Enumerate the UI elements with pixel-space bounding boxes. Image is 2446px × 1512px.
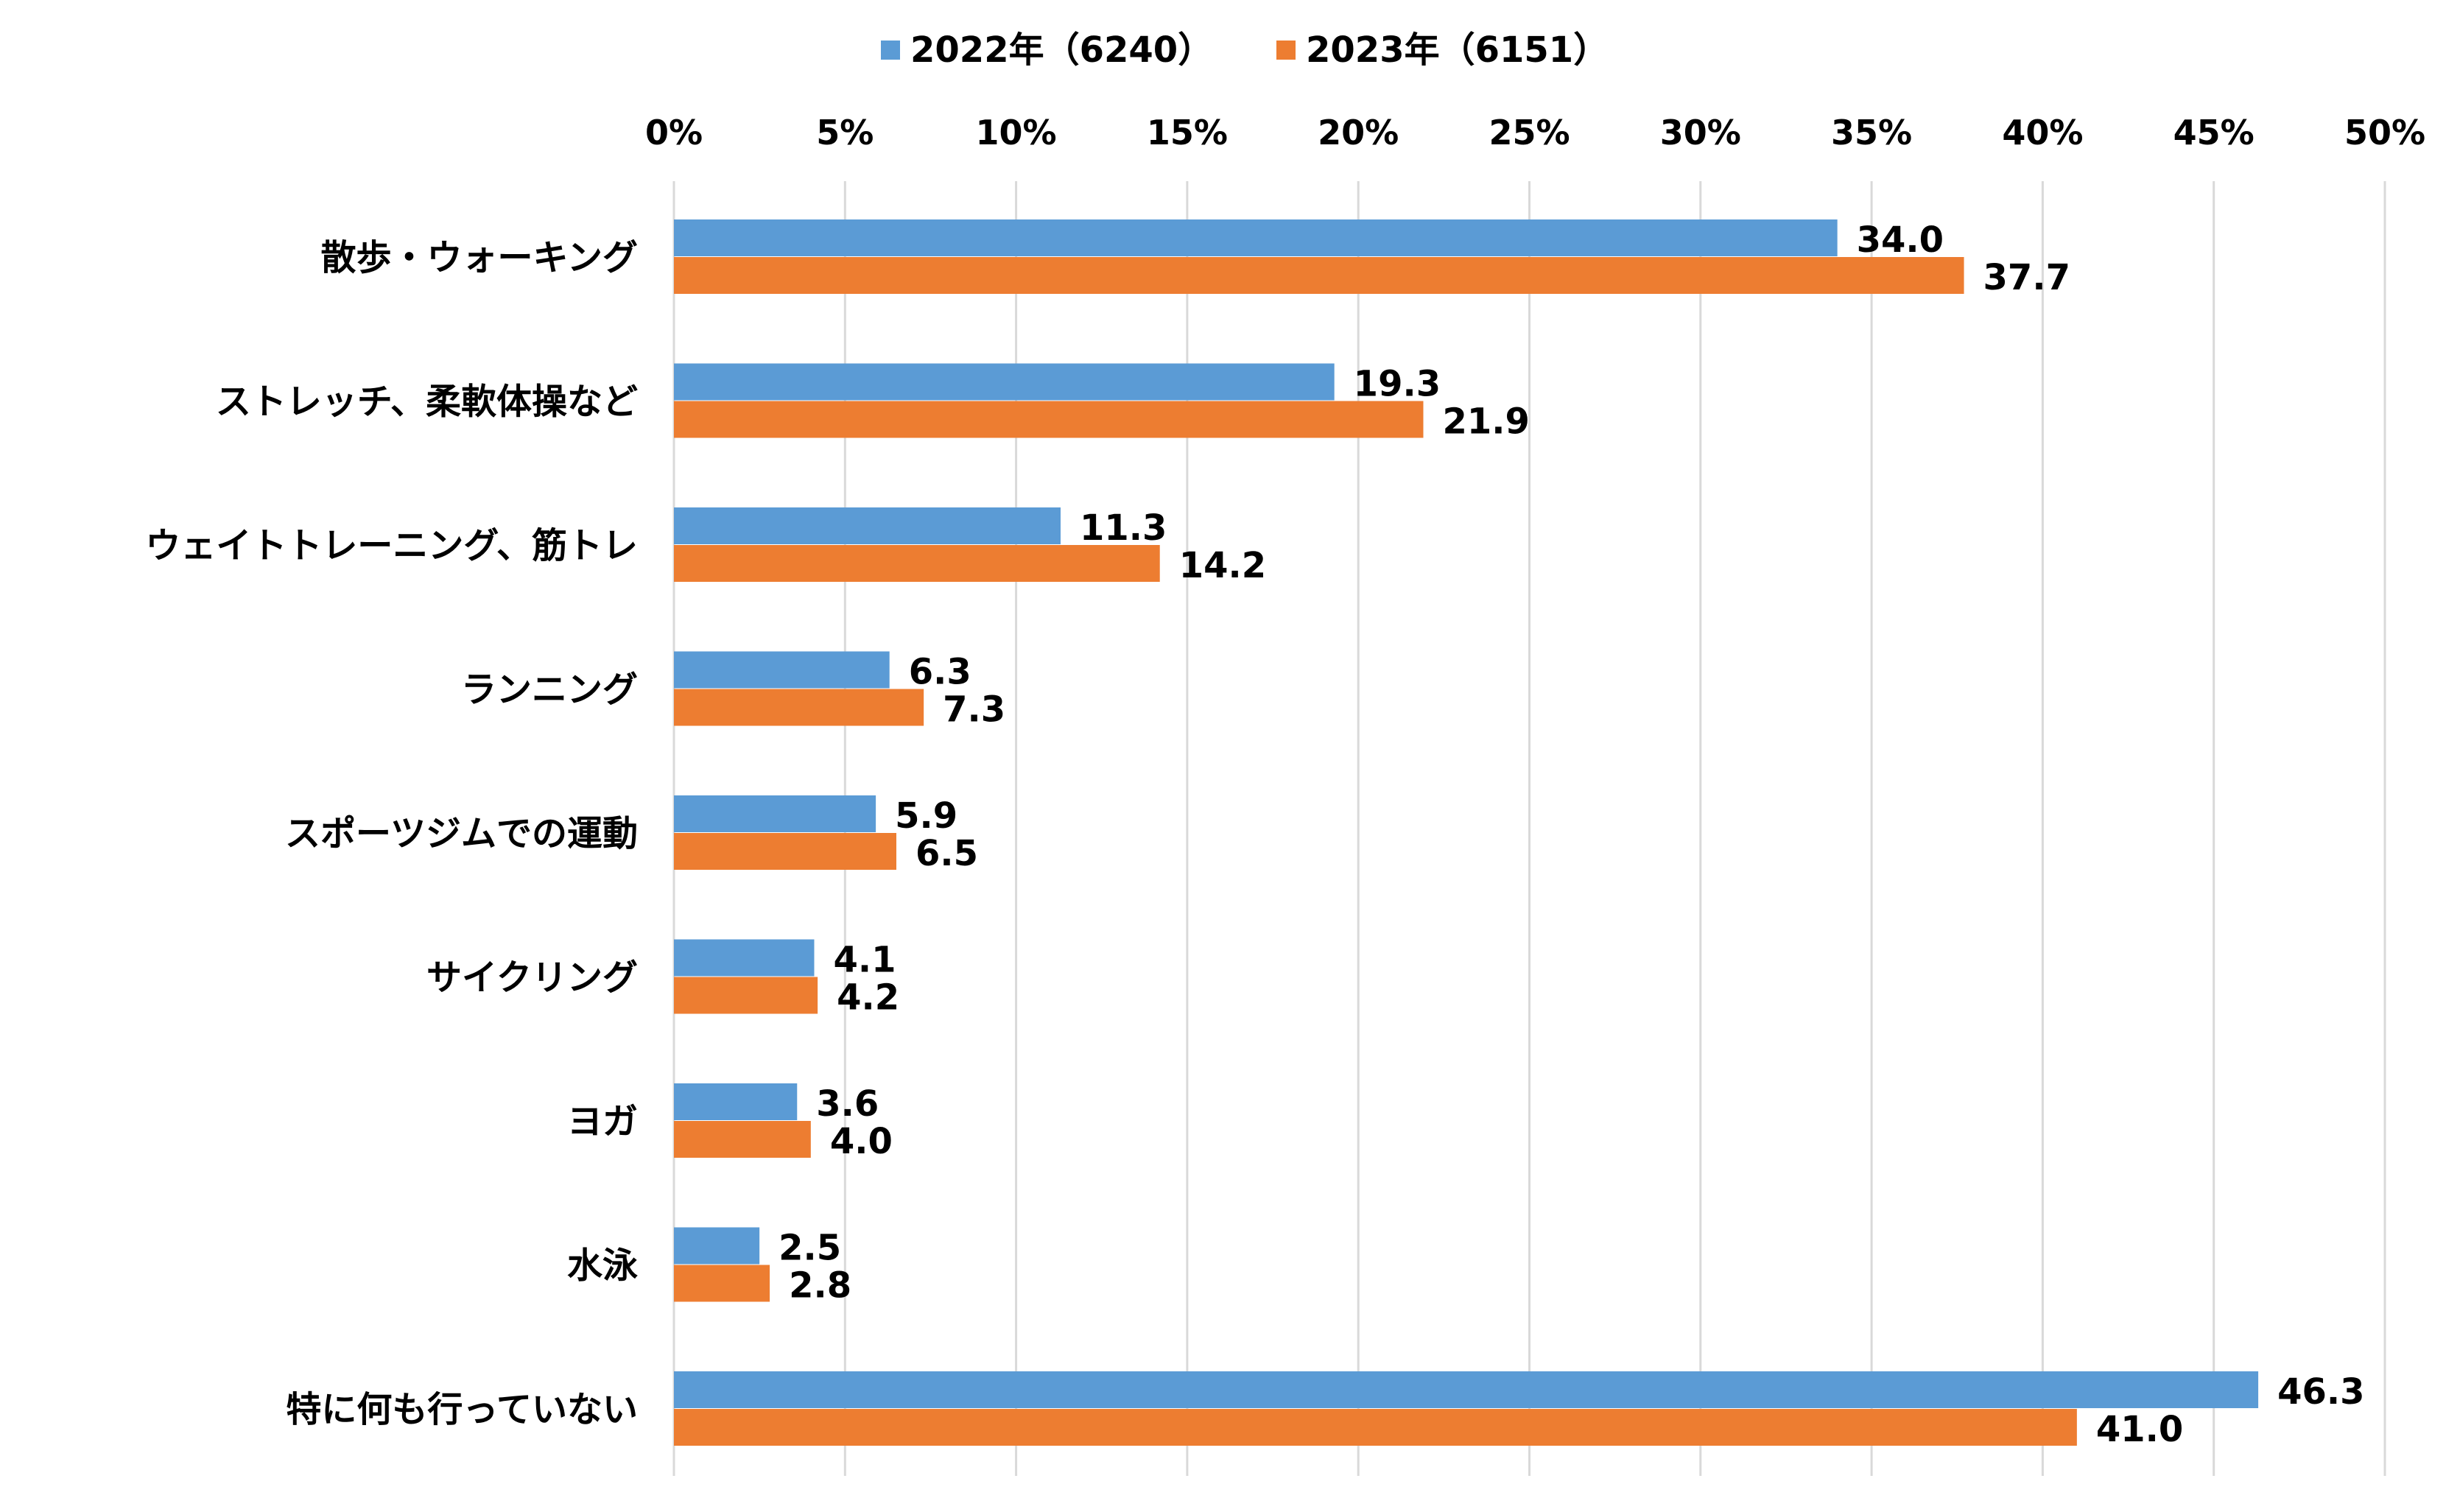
legend-swatch: [881, 41, 900, 60]
bar: [674, 977, 818, 1014]
bar: [674, 401, 1424, 438]
data-label: 4.2: [837, 977, 899, 1019]
legend-label: 2023年（6151）: [1306, 29, 1609, 71]
bar: [674, 1227, 760, 1265]
data-label: 41.0: [2096, 1409, 2183, 1450]
data-labels: 34.037.719.321.911.314.26.37.35.96.54.14…: [779, 219, 2364, 1450]
legend: 2022年（6240） 2023年（6151）: [881, 29, 1609, 71]
x-tick-label: 15%: [1147, 113, 1228, 152]
data-label: 2.5: [779, 1228, 841, 1269]
category-label: 水泳: [567, 1245, 638, 1287]
bar: [674, 1265, 770, 1302]
bar: [674, 257, 1964, 294]
bar: [674, 1083, 798, 1120]
bar: [674, 1409, 2077, 1446]
x-tick-label: 30%: [1660, 113, 1741, 152]
x-tick-label: 50%: [2344, 113, 2425, 152]
data-label: 4.1: [833, 940, 896, 981]
data-label: 6.5: [916, 833, 978, 874]
bar: [674, 939, 815, 977]
bar: [674, 795, 876, 832]
data-label: 34.0: [1857, 219, 1944, 261]
data-label: 11.3: [1080, 507, 1167, 549]
category-label: 特に何も行っていない: [286, 1389, 638, 1430]
bar: [674, 507, 1061, 544]
category-label: ヨガ: [567, 1101, 638, 1142]
category-label: ストレッチ、柔軟体操など: [216, 381, 638, 423]
category-label: 散歩・ウォーキング: [320, 237, 638, 278]
data-label: 19.3: [1354, 364, 1441, 405]
category-label: ランニング: [461, 669, 638, 711]
data-label: 3.6: [816, 1083, 879, 1125]
legend-label: 2022年（6240）: [910, 29, 1213, 71]
data-label: 21.9: [1442, 401, 1529, 443]
bar: [674, 689, 924, 726]
category-labels: 散歩・ウォーキングストレッチ、柔軟体操などウェイトトレーニング、筋トレランニング…: [145, 237, 638, 1430]
legend-swatch: [1276, 41, 1296, 60]
category-label: スポーツジムでの運動: [285, 813, 638, 854]
category-label: サイクリング: [426, 957, 638, 999]
bar: [674, 219, 1838, 256]
data-label: 14.2: [1179, 545, 1266, 586]
x-tick-label: 20%: [1318, 113, 1399, 152]
x-tick-label: 40%: [2002, 113, 2083, 152]
bars: [674, 219, 2259, 1446]
x-tick-label: 35%: [1831, 113, 1912, 152]
x-tick-label: 5%: [816, 113, 874, 152]
x-tick-label: 0%: [645, 113, 703, 152]
bar: [674, 1371, 2259, 1408]
data-label: 5.9: [895, 795, 957, 837]
data-label: 46.3: [2277, 1371, 2364, 1413]
x-tick-label: 25%: [1489, 113, 1570, 152]
bar: [674, 833, 896, 870]
bar: [674, 1121, 811, 1158]
bar: [674, 545, 1160, 582]
data-label: 6.3: [909, 652, 971, 693]
data-label: 2.8: [789, 1265, 851, 1307]
x-tick-label: 10%: [976, 113, 1057, 152]
x-tick-label: 45%: [2173, 113, 2255, 152]
category-label: ウェイトトレーニング、筋トレ: [145, 525, 638, 566]
data-label: 7.3: [943, 689, 1005, 731]
data-label: 37.7: [1983, 257, 2070, 298]
data-label: 4.0: [830, 1121, 893, 1162]
bar: [674, 363, 1335, 401]
x-axis-tick-labels: 0% 5% 10% 15% 20% 25% 30% 35% 40% 45% 50%: [645, 113, 2425, 152]
bar: [674, 651, 890, 689]
